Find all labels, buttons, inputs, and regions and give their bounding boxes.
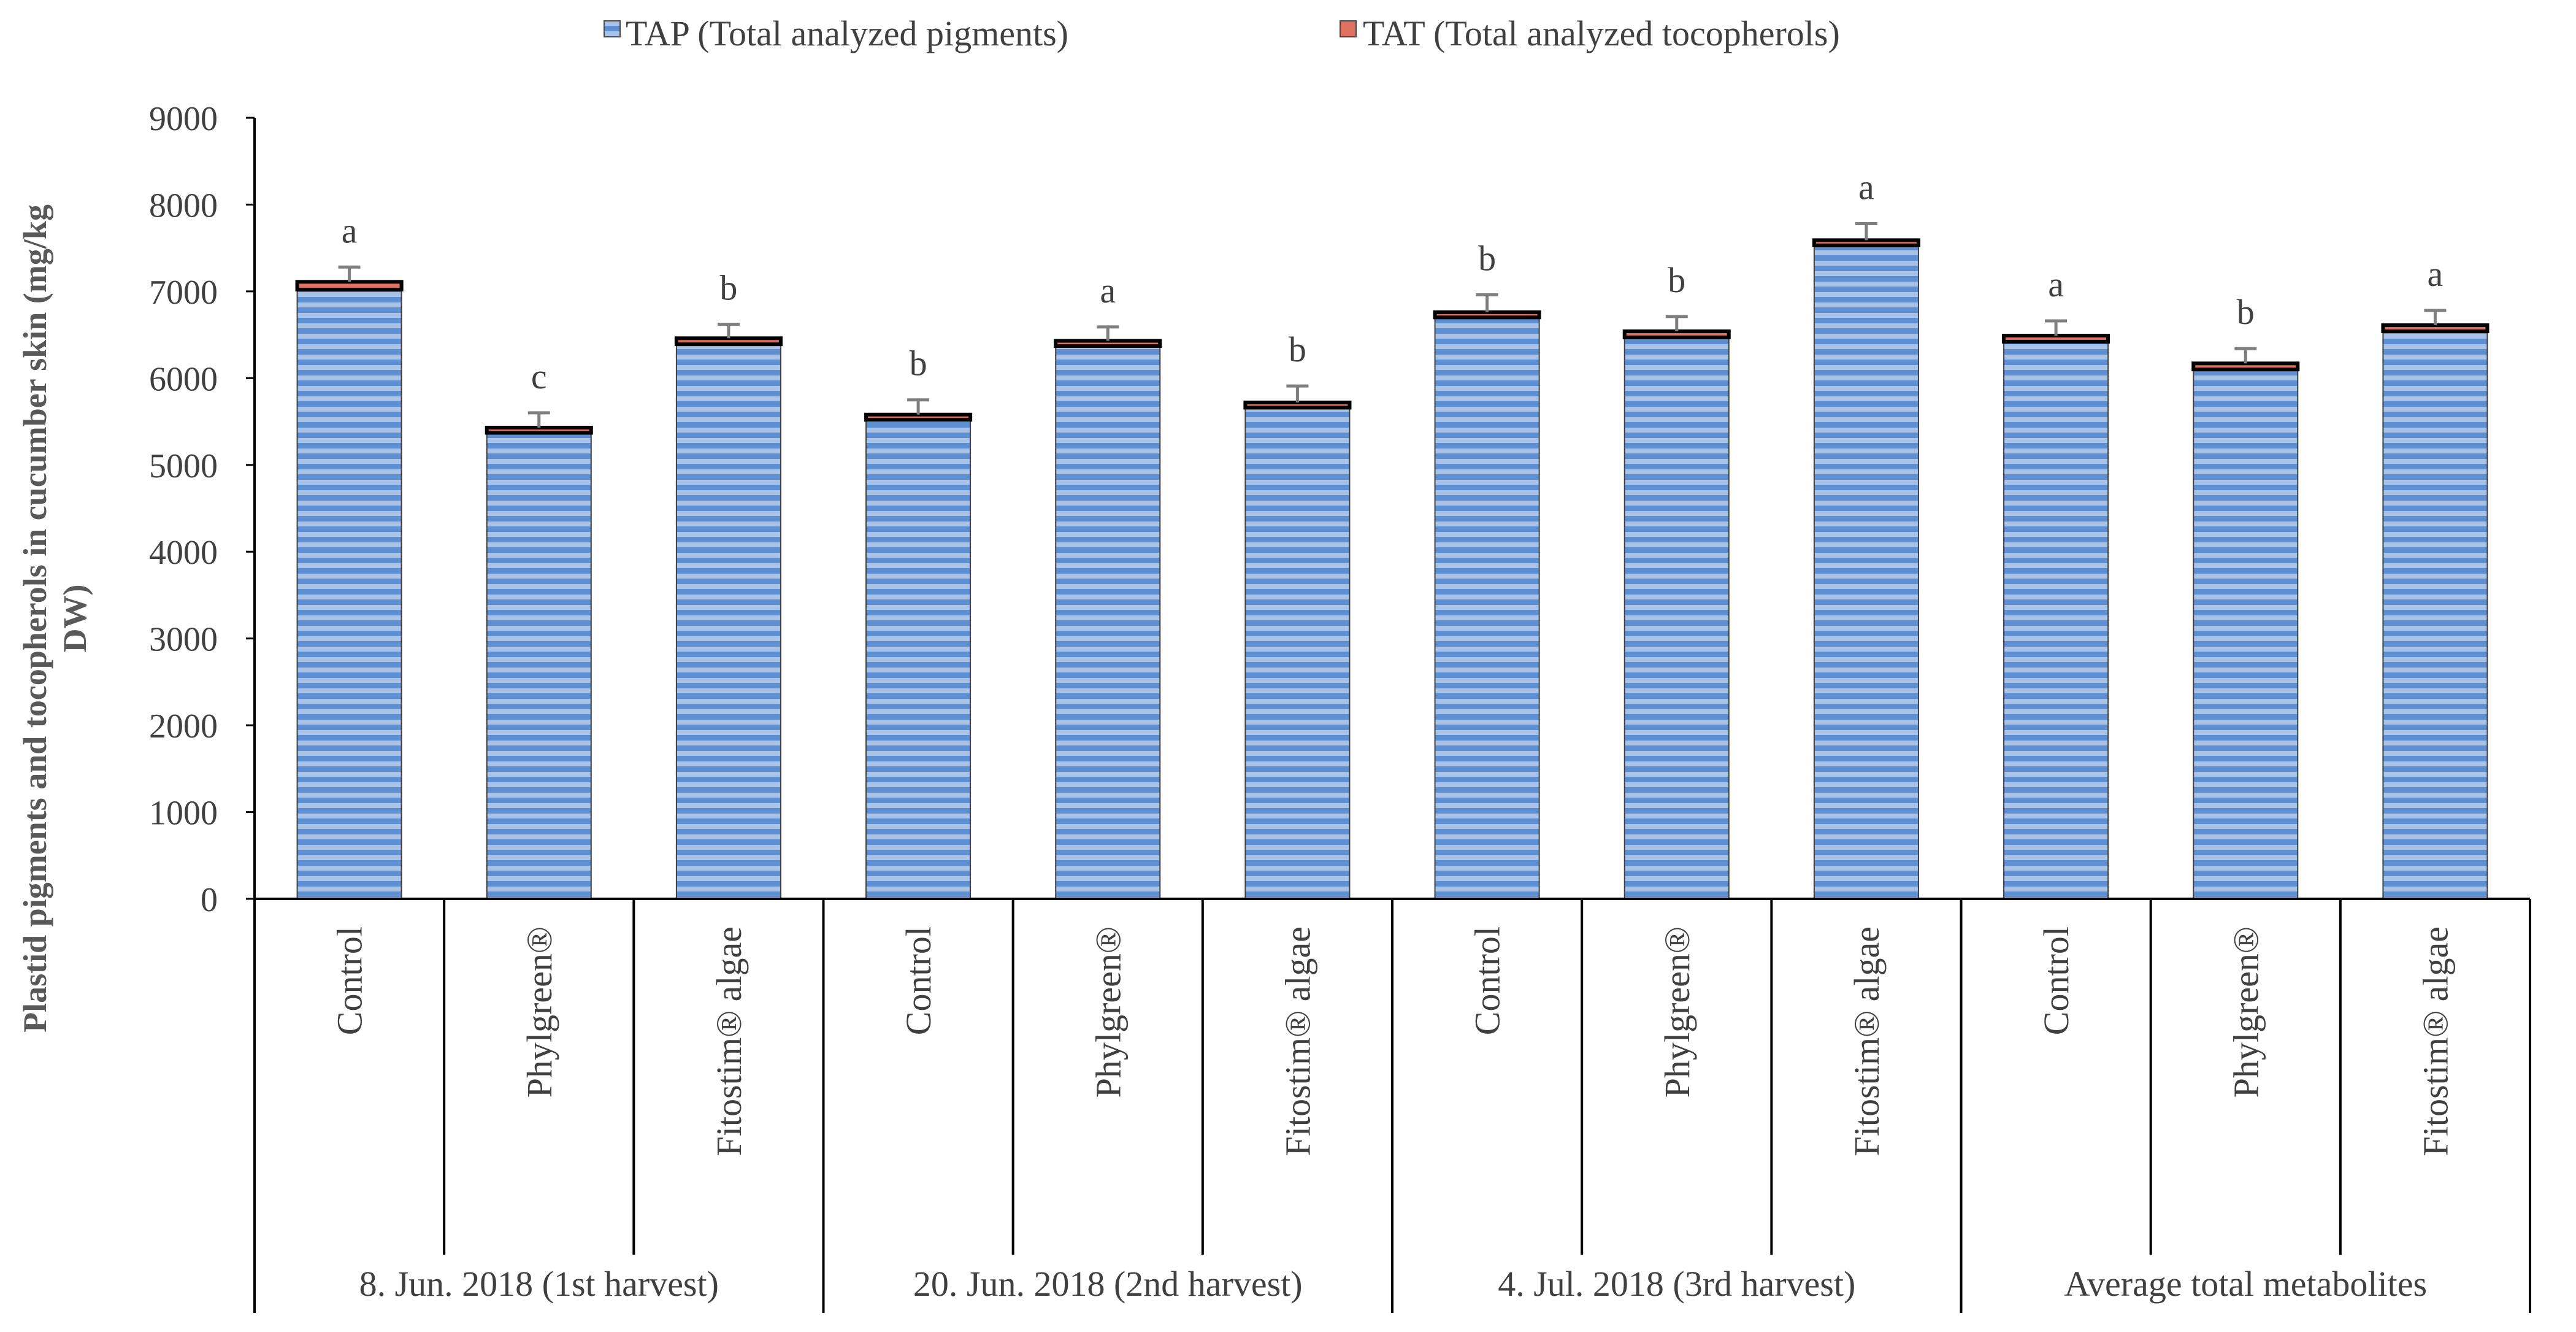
group-label: 20. Jun. 2018 (2nd harvest) <box>913 1264 1303 1304</box>
bar-tap <box>1055 345 1161 899</box>
significance-label: b <box>2237 292 2255 332</box>
significance-label: a <box>1100 271 1116 310</box>
significance-label: b <box>1289 329 1306 369</box>
y-tick-label: 7000 <box>149 274 218 312</box>
significance-label: b <box>719 268 737 308</box>
bar-tap <box>675 344 781 899</box>
y-tick-label: 4000 <box>149 534 218 572</box>
significance-label: b <box>910 344 927 383</box>
x-tick-label: Phylgreen® <box>2226 926 2266 1098</box>
x-tick-label: Fitostim® algae <box>2415 926 2455 1156</box>
bar-tap <box>1434 317 1540 899</box>
y-tick-label: 1000 <box>149 795 218 833</box>
y-tick-label: 0 <box>201 881 218 919</box>
bar-tap <box>2003 341 2109 899</box>
legend-label-tat: TAT (Total analyzed tocopherols) <box>1363 13 1840 53</box>
y-tick-label: 9000 <box>149 100 218 138</box>
legend: TAP (Total analyzed pigments) TAT (Total… <box>604 13 1840 53</box>
bar-tap <box>1813 244 1919 899</box>
bar-tat <box>864 412 973 422</box>
legend-swatch-tap <box>604 20 621 37</box>
bar-tat <box>1243 400 1352 410</box>
bar-tap <box>1623 336 1730 899</box>
y-tick-label: 3000 <box>149 621 218 659</box>
group-label: Average total metabolites <box>2064 1264 2427 1304</box>
bar-tat <box>295 280 404 292</box>
bar-tat <box>2381 323 2490 333</box>
y-axis-title-line-2: DW) <box>56 585 93 653</box>
bar-tap <box>1244 407 1351 899</box>
bar-tap <box>486 432 592 899</box>
x-tick-label: Phylgreen® <box>1088 926 1128 1098</box>
legend-swatch-tat <box>1340 20 1357 37</box>
y-tick-label: 2000 <box>149 707 218 745</box>
x-tick-label: Control <box>2036 926 2076 1035</box>
bar-tap <box>865 419 972 899</box>
bar-tat <box>1622 329 1731 339</box>
significance-label: c <box>531 356 547 396</box>
bar-tap <box>2193 369 2299 899</box>
significance-label: a <box>2428 254 2444 294</box>
significance-label: b <box>1668 260 1685 300</box>
significance-label: a <box>342 210 358 250</box>
x-tick-label: Fitostim® algae <box>709 926 749 1156</box>
bar-tap <box>2382 330 2488 899</box>
x-tick-label: Fitostim® algae <box>1847 926 1887 1156</box>
significance-label: a <box>2048 264 2064 304</box>
x-tick-label: Phylgreen® <box>1657 926 1697 1098</box>
significance-label: a <box>1858 167 1874 207</box>
bar-tat <box>485 425 593 435</box>
x-axis: Control Phylgreen® Fitostim® algae Control P… <box>253 898 2531 1313</box>
x-tick-label: Phylgreen® <box>519 926 559 1098</box>
x-tick-label: Control <box>330 926 370 1035</box>
plot-area: a c b b a b b b a a b a <box>295 167 2490 899</box>
group-label: 4. Jul. 2018 (3rd harvest) <box>1498 1264 1855 1304</box>
x-tick-label: Control <box>899 926 938 1035</box>
bar-tat <box>674 336 783 347</box>
significance-label: b <box>1478 239 1496 279</box>
bar-tat <box>1812 238 1920 247</box>
y-axis-title-line-1: Plastid pigments and tocopherols in cucu… <box>17 204 53 1033</box>
bar-tap <box>296 289 402 899</box>
x-tick-label: Fitostim® algae <box>1278 926 1317 1156</box>
legend-label-tap: TAP (Total analyzed pigments) <box>626 13 1068 53</box>
y-tick-label: 5000 <box>149 447 218 485</box>
bar-tat <box>1433 310 1541 320</box>
y-tick-label: 8000 <box>149 187 218 225</box>
y-tick-label: 6000 <box>149 360 218 398</box>
x-tick-label: Control <box>1468 926 1508 1035</box>
bar-tat <box>2191 361 2300 372</box>
y-axis: 0 1000 2000 3000 4000 5000 6000 7000 8000 9000 <box>149 100 256 919</box>
bar-tat <box>2002 334 2110 344</box>
bar-tat <box>1054 339 1162 348</box>
group-label: 8. Jun. 2018 (1st harvest) <box>359 1264 719 1304</box>
